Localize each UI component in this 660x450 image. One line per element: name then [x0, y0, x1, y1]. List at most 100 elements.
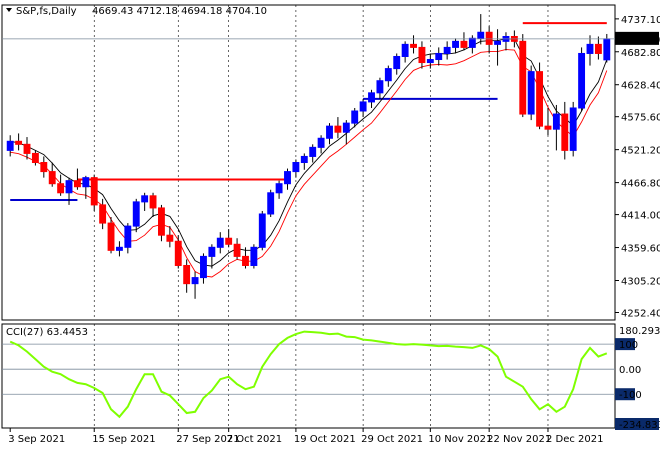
candle-body — [65, 180, 73, 194]
candle-body — [594, 43, 602, 54]
time-tick-label: 22 Nov 2021 — [487, 434, 551, 445]
symbol-label: S&P,fs,Daily — [16, 6, 77, 17]
time-tick-label: 3 Sep 2021 — [8, 434, 65, 445]
cci-panel-frame — [1, 323, 616, 429]
candle-body — [267, 192, 275, 215]
candle-body — [82, 177, 90, 188]
candle-body — [426, 59, 434, 64]
candle-body — [292, 162, 300, 173]
current-price-label: 4704.10 — [619, 35, 660, 46]
candle-body — [31, 152, 39, 164]
candle-body — [174, 240, 182, 266]
candle-body — [6, 140, 14, 151]
candle-body — [216, 237, 224, 248]
candle-body — [544, 125, 552, 130]
price-tick-label: 4414.00 — [621, 211, 660, 222]
price-tick-label: 4305.20 — [621, 277, 660, 288]
candle-body — [334, 125, 342, 133]
candle-body — [183, 264, 191, 285]
candle-body — [384, 68, 392, 82]
time-tick-label: 27 Sep 2021 — [176, 434, 239, 445]
candle-body — [393, 55, 401, 70]
cci-tag — [615, 388, 635, 401]
time-tick-label: 29 Oct 2021 — [361, 434, 423, 445]
candle-body — [141, 195, 149, 203]
candle-body — [527, 71, 535, 115]
candle-body — [468, 37, 476, 48]
candle-body — [242, 255, 249, 266]
candle-body — [494, 40, 502, 45]
candle-body — [149, 195, 157, 209]
candle-body — [317, 137, 325, 148]
candle-body — [401, 43, 409, 57]
candle-body — [99, 204, 107, 224]
candle-body — [443, 46, 451, 54]
price-tick-label: 4575.60 — [621, 113, 660, 124]
candle-body — [300, 155, 308, 163]
candle-body — [376, 80, 384, 94]
candle-body — [552, 113, 560, 130]
time-tick-label: 15 Sep 2021 — [92, 434, 155, 445]
candle-body — [250, 246, 258, 266]
price-tick-label: 4682.80 — [621, 48, 660, 59]
ma-fast-line — [10, 38, 608, 267]
cci-grid — [1, 323, 616, 429]
cci-line — [9, 330, 608, 419]
candle-body — [368, 92, 375, 103]
candle-body — [578, 52, 586, 109]
ohlc-label: 4669.43 4712.18 4694.18 4704.10 — [92, 6, 267, 17]
price-tick-label: 4359.60 — [621, 244, 660, 255]
candle-body — [107, 222, 115, 251]
price-tick-label: 4628.40 — [621, 81, 660, 92]
candle-body — [15, 140, 23, 145]
candle-body — [166, 234, 174, 242]
candle-body — [452, 40, 459, 48]
price-tick-label: 4737.10 — [621, 15, 660, 26]
candle-body — [90, 177, 98, 206]
cci-tick-label: 180.2939 — [619, 326, 660, 337]
candle-body — [359, 101, 367, 112]
candle-body — [536, 71, 544, 127]
symbol-dropdown-icon[interactable] — [6, 8, 12, 12]
candle-body — [485, 31, 493, 45]
candle-body — [309, 146, 317, 157]
time-tick-label: 2 Dec 2021 — [546, 434, 604, 445]
moving-averages — [10, 38, 608, 278]
candle-body — [225, 237, 233, 245]
candle-body — [132, 201, 140, 227]
price-grid — [1, 4, 616, 321]
candle-body — [326, 125, 333, 139]
candle-body — [233, 243, 241, 257]
candle-body — [275, 183, 283, 194]
candle-body — [73, 180, 81, 188]
candle-body — [586, 43, 594, 54]
cci-tag — [615, 338, 635, 351]
time-tick-label: 10 Nov 2021 — [428, 434, 492, 445]
cci-series — [9, 330, 608, 419]
candle-body — [519, 40, 527, 115]
candle-body — [569, 107, 577, 151]
cci-tag — [615, 418, 659, 430]
support-resistance-levels — [10, 22, 607, 202]
cci-tick-label: 100 — [619, 340, 638, 351]
time-tick-label: 19 Oct 2021 — [294, 434, 356, 445]
current-price-tag — [615, 31, 659, 45]
candle-body — [284, 171, 291, 185]
candle-body — [561, 113, 569, 151]
price-tick-label: 4521.20 — [621, 146, 660, 157]
candle-body — [115, 246, 123, 251]
price-tick-label: 4252.40 — [621, 308, 660, 319]
candle-body — [57, 183, 65, 194]
candle-body — [200, 255, 207, 279]
candle-body — [191, 277, 199, 285]
time-tick-label: 7 Oct 2021 — [227, 434, 282, 445]
cci-indicator-label: CCI(27) 63.4453 — [6, 327, 88, 338]
candle-body — [48, 171, 56, 185]
candle-body — [258, 213, 266, 248]
candle-body — [40, 162, 48, 173]
cci-tick-label: -234.8332 — [619, 420, 660, 431]
candlesticks — [6, 14, 611, 299]
candle-body — [603, 38, 611, 61]
